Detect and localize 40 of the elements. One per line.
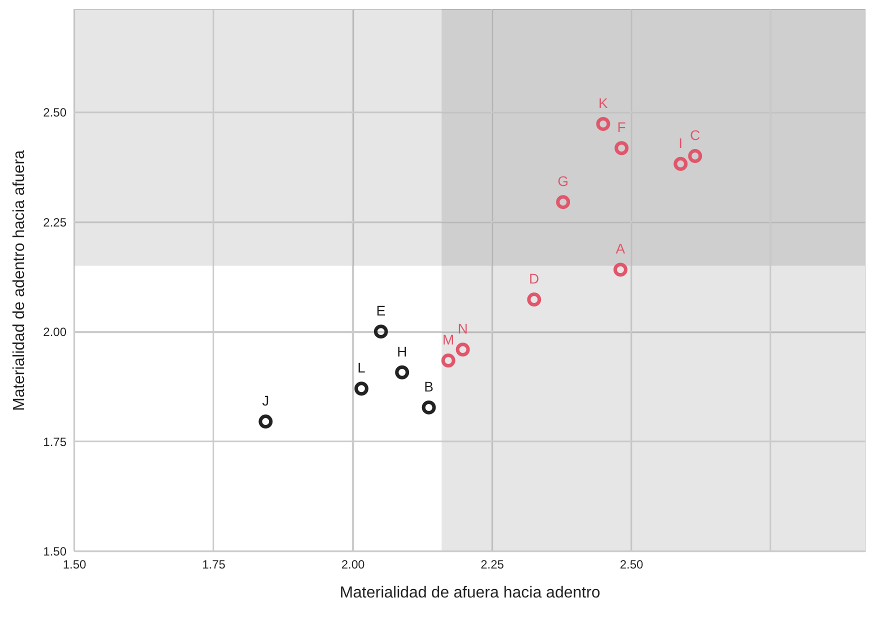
- annotation: C: [690, 127, 700, 144]
- point: [596, 117, 610, 131]
- point: [556, 195, 570, 210]
- point: [422, 400, 436, 414]
- point: [354, 382, 368, 396]
- annotation: E: [376, 302, 386, 319]
- y-tick-label: 2.25: [43, 215, 67, 230]
- point: [614, 141, 629, 156]
- annotation: N: [458, 320, 468, 337]
- annotation: L: [358, 360, 366, 376]
- y-tick-label: 2.00: [43, 325, 67, 340]
- point: [674, 156, 688, 171]
- y-tick-label: 1.75: [43, 434, 67, 449]
- annotation: B: [424, 378, 434, 394]
- x-tick-label: 2.00: [341, 558, 366, 572]
- y-tick-label: 1.50: [43, 544, 67, 558]
- point: [374, 324, 388, 339]
- point: [688, 149, 702, 164]
- point: [613, 262, 628, 277]
- point: [395, 365, 410, 380]
- annotation: G: [558, 173, 569, 190]
- x-tick-label: 1.75: [202, 558, 226, 572]
- x-tick-label: 1.50: [62, 558, 86, 572]
- x-tick-label: 2.50: [620, 558, 644, 572]
- annotation: D: [529, 270, 540, 287]
- annotation: F: [617, 119, 626, 136]
- annotation: I: [678, 134, 683, 151]
- annotation: J: [262, 392, 270, 409]
- x-axis-title: Materialidad de afuera hacia adentro: [340, 584, 600, 602]
- y-axis-title: Materialidad de adentro hacia afuera: [11, 150, 28, 411]
- point: [527, 292, 542, 307]
- x-tick-label: 2.25: [480, 558, 504, 572]
- annotation: A: [616, 240, 626, 257]
- y-tick-label: 2.50: [43, 106, 67, 120]
- point: [456, 342, 470, 357]
- point: [258, 414, 273, 429]
- annotation: M: [442, 332, 454, 348]
- annotation: K: [598, 94, 609, 111]
- annotation: H: [397, 343, 408, 360]
- point: [441, 354, 456, 368]
